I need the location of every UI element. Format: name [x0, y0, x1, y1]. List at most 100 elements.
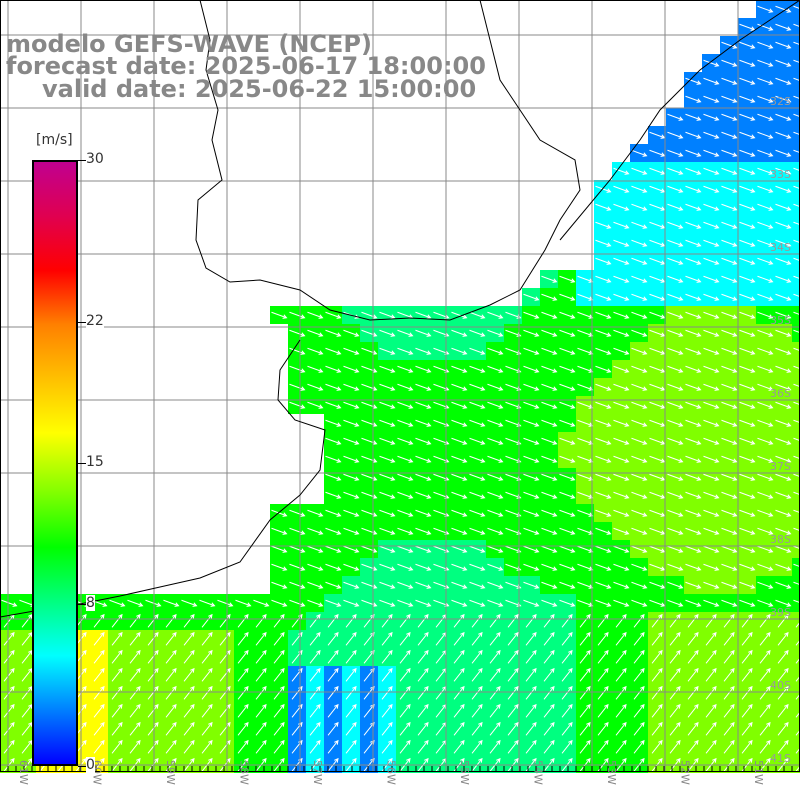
wind-arrow [415, 527, 432, 535]
wind-arrow [739, 455, 756, 463]
longitude-label: 53W [605, 760, 618, 785]
wind-arrow [271, 545, 288, 553]
wind-arrow [667, 167, 684, 175]
wind-arrow [363, 703, 375, 718]
wind-arrow [757, 77, 774, 85]
wind-arrow [723, 739, 735, 754]
wind-arrow [631, 329, 648, 337]
wind-arrow [129, 721, 141, 736]
wind-arrow [667, 185, 684, 193]
wind-cell [792, 72, 800, 90]
wind-arrow [541, 509, 558, 517]
wind-arrow [775, 257, 792, 265]
wind-arrow [667, 545, 684, 553]
wind-arrow [775, 509, 792, 517]
wind-arrow [757, 329, 774, 337]
wind-arrow [289, 545, 306, 553]
wind-arrow [559, 455, 576, 463]
wind-arrow [273, 721, 285, 736]
wind-arrow [381, 649, 393, 664]
wind-arrow [703, 527, 720, 535]
wind-cell [792, 486, 800, 504]
wind-arrow [631, 185, 648, 193]
wind-arrow [579, 685, 591, 700]
wind-arrow [651, 649, 663, 664]
wind-arrow [757, 455, 774, 463]
wind-arrow [343, 401, 360, 409]
wind-arrow [669, 631, 681, 646]
wind-arrow [327, 739, 339, 754]
wind-arrow [703, 77, 720, 85]
wind-arrow [705, 739, 717, 754]
wind-arrow [633, 613, 645, 628]
wind-arrow [631, 167, 648, 175]
wind-arrow [705, 721, 717, 736]
wind-cell [792, 414, 800, 432]
wind-arrow [343, 473, 360, 481]
wind-arrow [93, 721, 105, 736]
wind-arrow [757, 509, 774, 517]
wind-arrow [273, 667, 285, 682]
wind-arrow [237, 667, 249, 682]
wind-arrow [595, 329, 612, 337]
wind-arrow [757, 491, 774, 499]
wind-arrow [595, 347, 612, 355]
wind-arrow [777, 631, 789, 646]
wind-arrow [361, 545, 378, 553]
wind-arrow [21, 667, 33, 682]
wind-arrow [667, 293, 684, 301]
wind-arrow [361, 599, 378, 607]
wind-arrow [523, 599, 540, 607]
wind-arrow [595, 545, 612, 553]
wind-arrow [523, 473, 540, 481]
wind-arrow [741, 613, 753, 628]
wind-arrow [451, 365, 468, 373]
wind-arrow [183, 703, 195, 718]
wind-arrow [795, 765, 800, 772]
wind-arrow [253, 599, 270, 607]
wind-arrow [399, 667, 411, 682]
wind-arrow [181, 599, 198, 607]
longitude-label: 61W [17, 760, 30, 785]
wind-arrow [165, 703, 177, 718]
wind-arrow [399, 613, 411, 628]
wind-arrow [523, 527, 540, 535]
wind-arrow [631, 437, 648, 445]
wind-arrow [93, 685, 105, 700]
wind-arrow [579, 739, 591, 754]
wind-arrow [523, 491, 540, 499]
wind-arrow [721, 113, 738, 121]
wind-arrow [631, 365, 648, 373]
wind-arrow [793, 113, 800, 118]
wind-arrow [451, 581, 468, 589]
wind-arrow [613, 455, 630, 463]
wind-arrow [613, 437, 630, 445]
wind-arrow [777, 667, 789, 682]
wind-arrow [397, 455, 414, 463]
wind-cell [792, 162, 800, 180]
wind-arrow [721, 509, 738, 517]
wind-arrow [307, 347, 324, 355]
wind-arrow [631, 293, 648, 301]
wind-arrow [577, 275, 594, 283]
wind-cell [792, 720, 800, 738]
wind-arrow [597, 739, 609, 754]
wind-arrow [543, 631, 555, 646]
wind-arrow [613, 599, 630, 607]
wind-arrow [721, 77, 738, 85]
wind-arrow [739, 527, 756, 535]
wind-arrow [415, 599, 432, 607]
wind-arrow [561, 721, 573, 736]
wind-arrow [489, 721, 501, 736]
wind-arrow [739, 401, 756, 409]
wind-arrow [325, 491, 342, 499]
wind-arrow [595, 203, 612, 211]
wind-arrow [453, 667, 465, 682]
wind-arrow [415, 311, 432, 319]
wind-cell [792, 378, 800, 396]
colorbar-tick-mark [78, 766, 86, 767]
wind-arrow [489, 613, 501, 628]
wind-arrow [775, 455, 792, 463]
wind-arrow [199, 599, 216, 607]
wind-arrow [651, 631, 663, 646]
